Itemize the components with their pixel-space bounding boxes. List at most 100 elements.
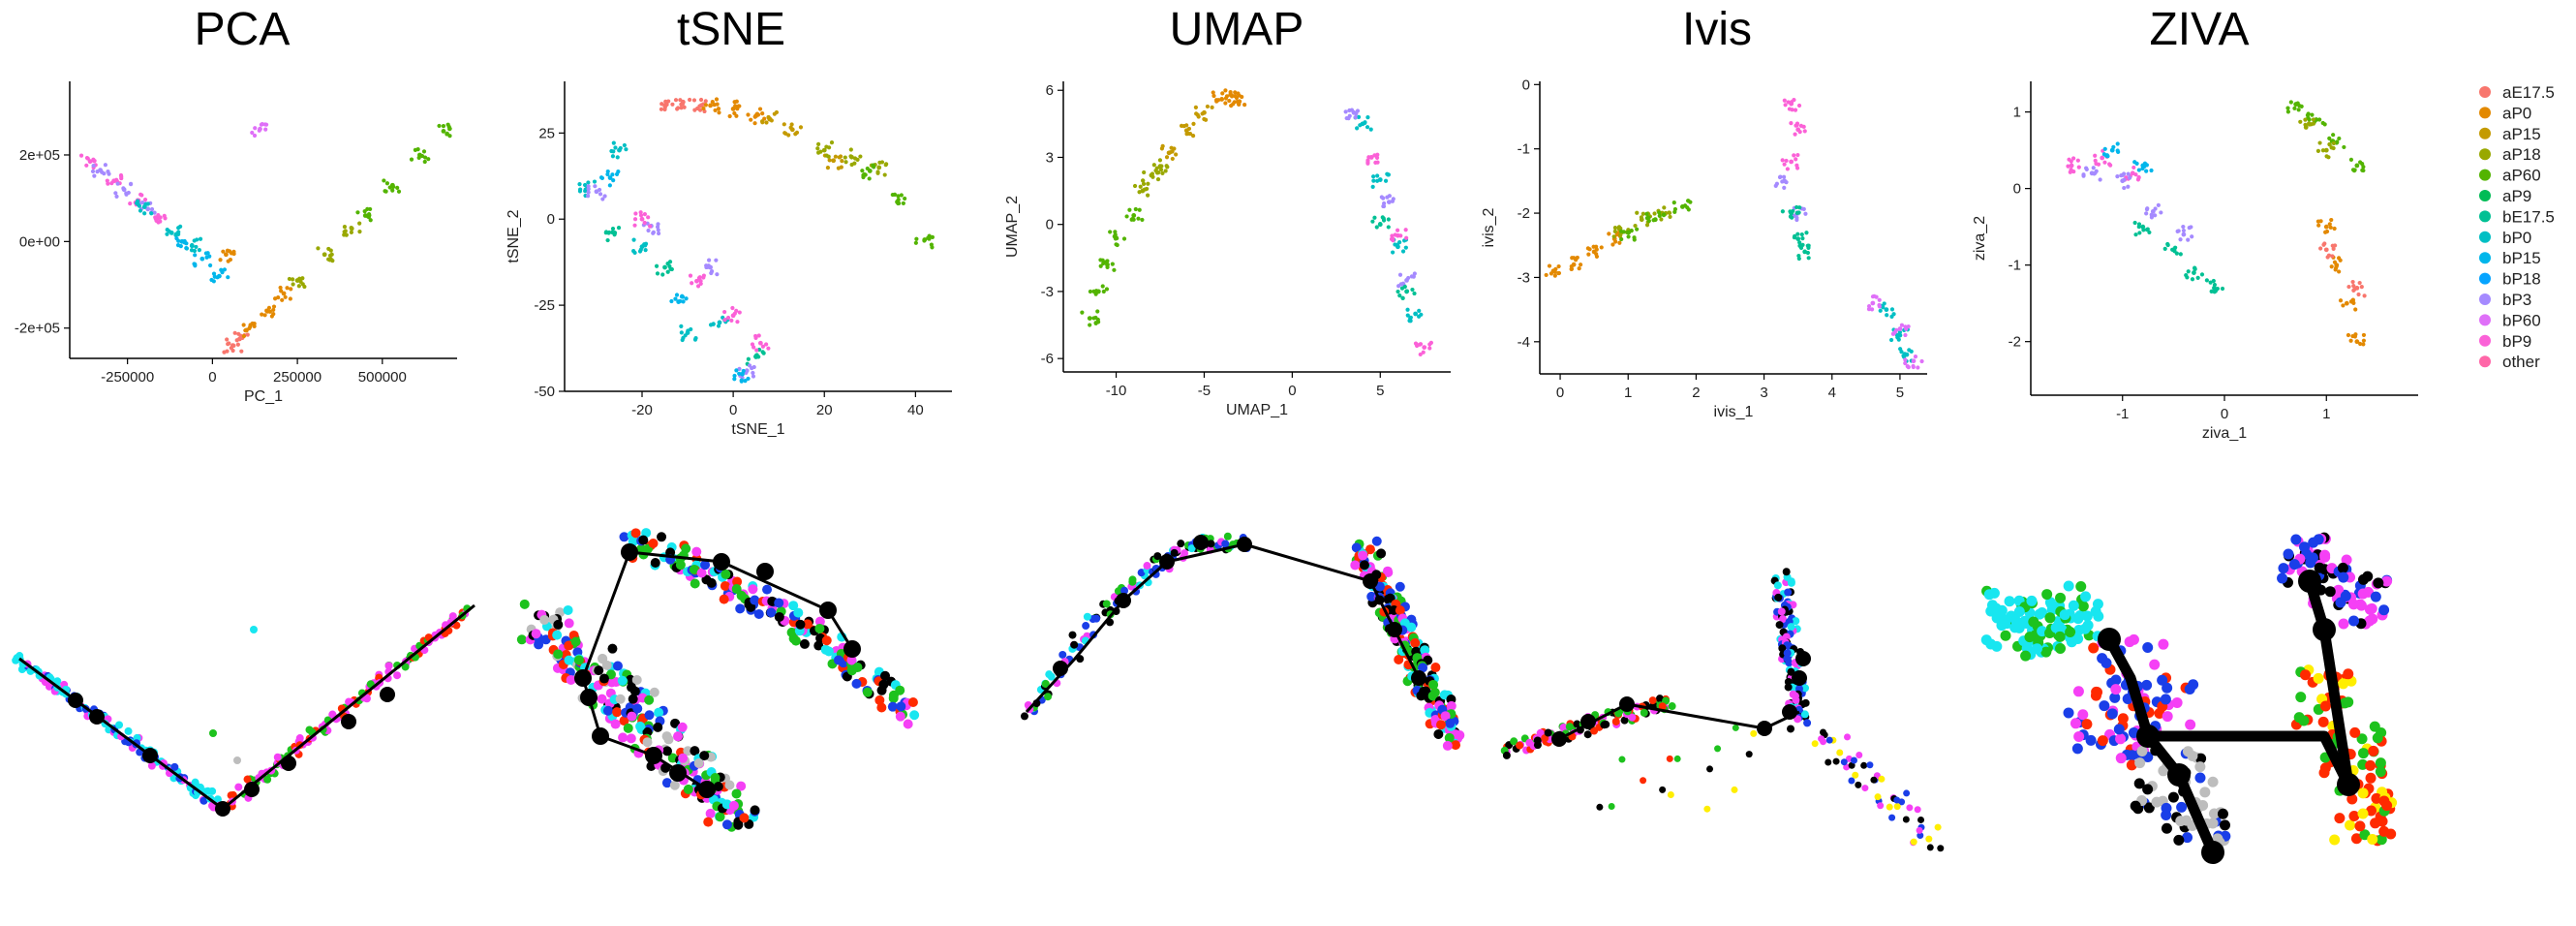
cell-dot xyxy=(1573,720,1581,728)
data-point xyxy=(737,104,742,108)
cell-dot xyxy=(799,638,810,649)
cell-dot xyxy=(1433,729,1444,740)
data-point xyxy=(2103,153,2108,158)
cell-dot xyxy=(2000,630,2011,641)
data-point xyxy=(1794,204,1799,210)
cell-dot xyxy=(1843,763,1851,771)
data-point xyxy=(2361,338,2367,343)
data-point xyxy=(1154,166,1159,170)
cell-dot xyxy=(1667,791,1674,799)
data-point xyxy=(92,173,97,178)
data-point xyxy=(1113,236,1119,241)
data-point xyxy=(2136,222,2142,227)
y-tick-label: -6 xyxy=(1041,351,1054,367)
cell-dot xyxy=(2319,551,2331,563)
title-ziva: ZIVA xyxy=(2149,4,2249,55)
data-point xyxy=(1098,258,1103,262)
data-point xyxy=(2136,168,2141,172)
data-point xyxy=(678,98,683,103)
data-point xyxy=(1142,170,1147,175)
data-point xyxy=(708,103,713,108)
cell-dot xyxy=(124,726,133,735)
data-point xyxy=(1569,263,1574,269)
legend-swatch xyxy=(2479,107,2491,119)
data-point xyxy=(2069,163,2074,169)
cell-dot xyxy=(516,634,527,645)
x-tick-label: -1 xyxy=(2116,406,2129,422)
data-point xyxy=(1393,232,1397,237)
cell-dot xyxy=(628,694,638,704)
legend-label: bP18 xyxy=(2502,270,2541,289)
cell-dot xyxy=(1777,607,1786,616)
data-point xyxy=(901,201,905,206)
data-point xyxy=(922,238,927,243)
data-point xyxy=(1893,327,1899,332)
data-point xyxy=(271,312,276,317)
data-point xyxy=(701,106,706,111)
data-point xyxy=(209,277,214,283)
data-point xyxy=(616,170,621,174)
data-point xyxy=(1794,163,1799,168)
y-tick-label: 0 xyxy=(1046,217,1054,233)
data-point xyxy=(632,250,637,256)
data-point xyxy=(1136,216,1141,221)
data-point xyxy=(280,297,285,302)
cell-dot xyxy=(653,722,663,732)
data-point xyxy=(2131,165,2136,170)
cell-dot xyxy=(1866,761,1874,769)
data-point xyxy=(232,330,237,335)
data-point xyxy=(260,122,264,127)
cell-dot xyxy=(1181,549,1189,558)
cell-dot xyxy=(2154,707,2165,719)
cell-dot xyxy=(1143,562,1151,571)
data-point xyxy=(1793,108,1798,112)
cell-dot xyxy=(715,812,725,822)
series-aP18 xyxy=(2298,117,2336,160)
data-point xyxy=(2296,108,2301,112)
cell-dot xyxy=(2092,687,2103,698)
legend-label: aP15 xyxy=(2502,125,2541,143)
data-point xyxy=(1223,96,1229,101)
data-point xyxy=(1802,129,1807,134)
cell-dot xyxy=(2167,791,2179,803)
data-point xyxy=(897,201,902,206)
data-point xyxy=(1379,195,1384,200)
cell-dot xyxy=(1787,725,1795,733)
cell-dot xyxy=(612,707,623,718)
data-point xyxy=(1141,181,1147,186)
data-point xyxy=(149,206,155,212)
cell-dot xyxy=(2173,834,2185,846)
y-tick-label: 0e+00 xyxy=(19,233,60,250)
series-bP15 xyxy=(2101,141,2154,173)
cell-dot xyxy=(731,788,742,799)
data-point xyxy=(611,149,616,154)
data-point xyxy=(1782,185,1787,190)
data-point xyxy=(2338,258,2343,262)
trajectory-node xyxy=(1411,670,1426,686)
cell-dot xyxy=(1395,581,1405,592)
data-point xyxy=(622,142,627,148)
cell-dot xyxy=(793,607,804,618)
data-point xyxy=(651,231,656,235)
data-point xyxy=(2128,175,2132,180)
data-point xyxy=(1346,116,1351,121)
data-point xyxy=(643,248,648,253)
data-point xyxy=(1874,294,1879,299)
cell-dot xyxy=(790,635,801,646)
trajectory-node xyxy=(1387,622,1402,637)
series-aP0 xyxy=(1211,88,1247,108)
cell-dot xyxy=(2126,759,2137,771)
data-point xyxy=(605,171,610,177)
data-point xyxy=(118,172,124,178)
data-point xyxy=(2115,141,2120,146)
data-point xyxy=(600,197,605,201)
cell-dot xyxy=(2068,600,2079,611)
cell-dot xyxy=(895,711,905,722)
series-bP9 xyxy=(1780,98,1807,171)
data-point xyxy=(238,333,243,338)
x-axis-label: UMAP_1 xyxy=(1226,402,1288,418)
cell-dot xyxy=(689,564,699,574)
data-point xyxy=(1408,315,1413,320)
data-point xyxy=(228,257,233,262)
data-point xyxy=(1877,297,1882,302)
